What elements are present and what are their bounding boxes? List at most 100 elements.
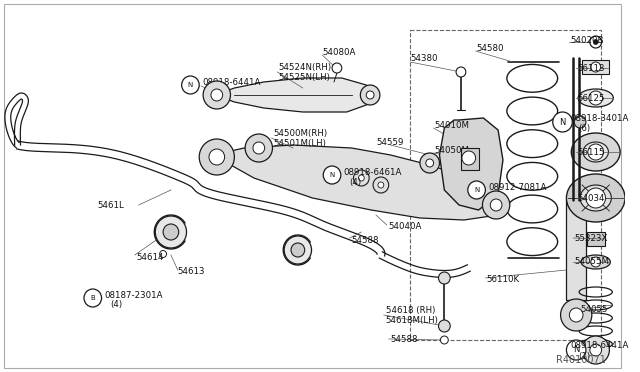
Text: N: N — [559, 118, 566, 126]
Text: 54040A: 54040A — [388, 221, 422, 231]
Circle shape — [462, 151, 476, 165]
Circle shape — [211, 89, 223, 101]
Text: 54380: 54380 — [410, 54, 438, 62]
Polygon shape — [440, 118, 503, 210]
Text: 5461L: 5461L — [98, 201, 124, 209]
Text: 54050M: 54050M — [435, 145, 470, 154]
Circle shape — [553, 112, 572, 132]
Text: 54055: 54055 — [580, 305, 607, 314]
Circle shape — [203, 81, 230, 109]
Circle shape — [570, 308, 583, 322]
Circle shape — [589, 91, 603, 105]
Ellipse shape — [581, 255, 611, 269]
Text: 54618M(LH): 54618M(LH) — [386, 315, 438, 324]
Text: 54080A: 54080A — [323, 48, 356, 57]
Circle shape — [284, 236, 312, 264]
Circle shape — [490, 199, 502, 211]
Circle shape — [358, 175, 364, 181]
Text: (4): (4) — [110, 301, 122, 310]
Text: 08918-3401A: 08918-3401A — [570, 113, 628, 122]
Polygon shape — [215, 78, 371, 112]
Circle shape — [253, 142, 265, 154]
Ellipse shape — [583, 142, 609, 162]
Text: 54010M: 54010M — [435, 121, 470, 129]
Text: 54524N(RH): 54524N(RH) — [278, 62, 332, 71]
Circle shape — [590, 344, 602, 356]
Circle shape — [440, 336, 448, 344]
Ellipse shape — [572, 133, 620, 171]
Text: N: N — [573, 346, 579, 355]
Circle shape — [378, 182, 384, 188]
Circle shape — [588, 144, 604, 160]
Circle shape — [199, 139, 234, 175]
Circle shape — [591, 62, 600, 72]
Circle shape — [245, 134, 273, 162]
Polygon shape — [461, 148, 479, 170]
Circle shape — [574, 116, 586, 128]
Text: (4): (4) — [349, 177, 362, 186]
Circle shape — [209, 149, 225, 165]
Text: (1): (1) — [578, 352, 590, 360]
Circle shape — [586, 188, 605, 208]
Ellipse shape — [578, 89, 613, 107]
Circle shape — [590, 36, 602, 48]
Text: 08918-6441A: 08918-6441A — [202, 77, 260, 87]
Circle shape — [456, 67, 466, 77]
Text: 54559: 54559 — [376, 138, 403, 147]
Circle shape — [438, 272, 450, 284]
Circle shape — [420, 153, 440, 173]
Circle shape — [373, 177, 388, 193]
Circle shape — [468, 181, 485, 199]
Ellipse shape — [580, 185, 611, 211]
Text: 08918-6441A: 08918-6441A — [570, 341, 628, 350]
Text: 54034: 54034 — [577, 193, 605, 202]
Circle shape — [159, 250, 166, 257]
Polygon shape — [213, 145, 498, 220]
Text: 08918-6461A: 08918-6461A — [344, 167, 402, 176]
Text: 54613: 54613 — [178, 267, 205, 276]
Circle shape — [360, 85, 380, 105]
FancyBboxPatch shape — [582, 60, 609, 74]
Circle shape — [366, 91, 374, 99]
Text: 54588: 54588 — [390, 336, 418, 344]
Text: 54588: 54588 — [351, 235, 379, 244]
Text: 54580: 54580 — [477, 44, 504, 52]
Text: 54500M(RH): 54500M(RH) — [273, 128, 328, 138]
Text: 54525N(LH): 54525N(LH) — [278, 73, 330, 81]
Circle shape — [566, 340, 586, 360]
Circle shape — [291, 243, 305, 257]
Circle shape — [84, 289, 102, 307]
Text: 54020B: 54020B — [570, 35, 604, 45]
Text: 54501M(LH): 54501M(LH) — [273, 138, 326, 148]
FancyBboxPatch shape — [587, 232, 605, 246]
Circle shape — [593, 39, 598, 45]
Circle shape — [163, 224, 179, 240]
FancyBboxPatch shape — [566, 200, 586, 300]
Text: 56125: 56125 — [577, 93, 605, 103]
Circle shape — [426, 159, 434, 167]
Text: 08912-7081A: 08912-7081A — [488, 183, 547, 192]
Text: N: N — [188, 82, 193, 88]
Text: B: B — [90, 295, 95, 301]
Circle shape — [182, 76, 199, 94]
Text: N: N — [474, 187, 479, 193]
Text: 08187-2301A: 08187-2301A — [104, 291, 163, 299]
Text: 56110K: 56110K — [486, 276, 520, 285]
Text: 56113: 56113 — [577, 64, 605, 73]
Circle shape — [353, 170, 369, 186]
Circle shape — [323, 166, 341, 184]
Ellipse shape — [566, 174, 625, 222]
Text: 56115: 56115 — [577, 148, 605, 157]
Circle shape — [561, 299, 592, 331]
Text: 54614: 54614 — [137, 253, 164, 262]
Text: R4010071: R4010071 — [556, 355, 605, 365]
Circle shape — [591, 257, 600, 267]
Text: 54055M: 54055M — [574, 257, 609, 266]
Text: 54618 (RH): 54618 (RH) — [386, 305, 435, 314]
Text: N: N — [330, 172, 335, 178]
Text: (6): (6) — [578, 124, 590, 132]
Text: 55323X: 55323X — [574, 234, 607, 243]
Circle shape — [582, 336, 609, 364]
FancyBboxPatch shape — [4, 4, 621, 368]
Circle shape — [332, 63, 342, 73]
